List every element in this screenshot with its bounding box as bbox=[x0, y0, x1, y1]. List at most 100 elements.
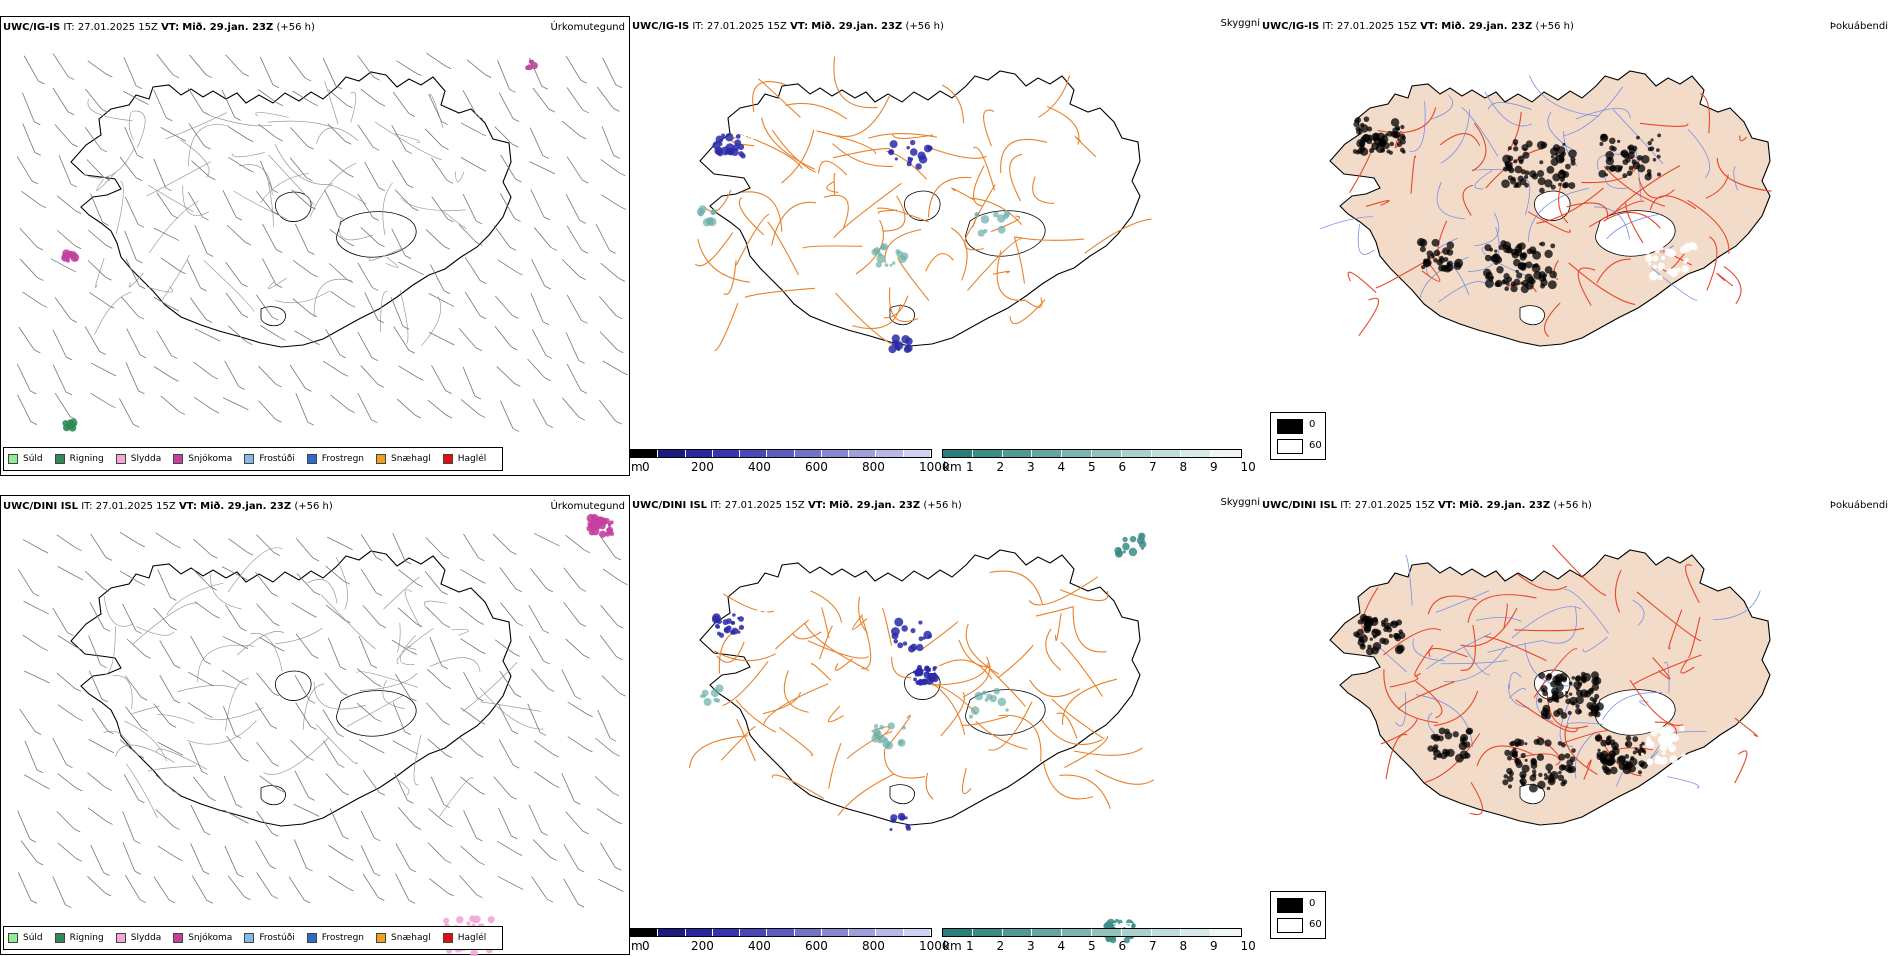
wind-barb-flag bbox=[271, 895, 279, 899]
wind-barb bbox=[324, 672, 342, 693]
wind-barb bbox=[391, 639, 411, 652]
wind-barb-flag bbox=[476, 242, 483, 246]
field-cell bbox=[1605, 156, 1614, 166]
wind-barb-flag bbox=[41, 549, 49, 554]
wind-barb bbox=[54, 392, 71, 417]
field-cell bbox=[1494, 249, 1498, 253]
wind-barb-flag bbox=[447, 892, 454, 897]
field-cell bbox=[1129, 535, 1137, 543]
wind-barb-flag bbox=[515, 588, 522, 593]
it-label: IT: bbox=[1340, 500, 1352, 511]
wind-barb bbox=[155, 774, 174, 792]
field-cell bbox=[1566, 766, 1574, 774]
wind-barb bbox=[497, 60, 510, 90]
panel-title: Skyggni bbox=[1220, 497, 1260, 508]
wind-barb bbox=[291, 189, 310, 207]
road-line bbox=[1427, 595, 1477, 615]
wind-barb bbox=[561, 259, 580, 277]
wind-barb-flag bbox=[448, 341, 455, 346]
colorbar-bin bbox=[849, 929, 877, 936]
field-cell bbox=[711, 615, 720, 624]
it-label: IT: bbox=[81, 501, 93, 512]
wind-barb bbox=[19, 227, 38, 248]
wind-barb bbox=[595, 223, 610, 251]
wind-barb-flag bbox=[574, 695, 582, 700]
wind-barb-flag bbox=[615, 84, 622, 89]
road-line bbox=[1700, 93, 1711, 134]
model-name: UWC/IG-IS bbox=[1262, 21, 1320, 32]
colorbar-bin bbox=[972, 450, 1003, 457]
field-cell bbox=[737, 630, 741, 634]
wind-barb-flag bbox=[206, 714, 213, 719]
road-line bbox=[771, 129, 816, 173]
colorbar-tick: 4 bbox=[1057, 460, 1066, 474]
road-line bbox=[95, 258, 105, 288]
field-cell bbox=[1558, 770, 1562, 775]
field-cell bbox=[70, 253, 80, 262]
wind-barb-flag bbox=[310, 613, 317, 618]
panel-header: UWC/DINI ISL IT: 27.01.2025 15Z VT: Mið.… bbox=[1262, 500, 1592, 511]
road-line bbox=[990, 215, 1021, 233]
wind-barb bbox=[22, 539, 43, 551]
road-line bbox=[1629, 679, 1684, 726]
wind-barb-flag bbox=[33, 592, 40, 597]
road-line bbox=[1508, 688, 1527, 699]
road-line bbox=[1041, 719, 1103, 746]
road-line bbox=[925, 253, 954, 272]
fog-legend-bottom: 60 bbox=[1309, 919, 1322, 930]
wind-barb-flag bbox=[516, 852, 523, 856]
wind-barb bbox=[291, 602, 311, 615]
road-line bbox=[267, 182, 274, 228]
field-cell bbox=[1652, 264, 1658, 269]
wind-barb-flag bbox=[371, 419, 378, 424]
wind-barb bbox=[160, 127, 181, 139]
wind-barb-flag bbox=[618, 277, 625, 282]
field-cell bbox=[1598, 170, 1607, 178]
field-cell bbox=[1666, 268, 1673, 275]
field-cell bbox=[1355, 126, 1360, 131]
wind-barb bbox=[426, 52, 446, 67]
field-cell bbox=[1664, 248, 1673, 257]
wind-barb-flag bbox=[372, 217, 379, 221]
wind-barb-flag bbox=[74, 245, 82, 250]
road-line bbox=[268, 277, 287, 289]
field-cell bbox=[909, 139, 916, 146]
wind-barb-flag bbox=[209, 797, 216, 802]
wind-barb-flag bbox=[169, 724, 177, 728]
colorbar-bin bbox=[1211, 450, 1241, 457]
wind-barb bbox=[460, 157, 481, 169]
colorbar-tick: 8 bbox=[1179, 460, 1188, 474]
field-cell bbox=[880, 243, 889, 251]
vt-label: VT: bbox=[807, 500, 826, 511]
road-line bbox=[1484, 91, 1533, 127]
wind-barb bbox=[462, 366, 476, 397]
colorbar-tick: 7 bbox=[1149, 460, 1157, 474]
road-line bbox=[1603, 165, 1666, 207]
road-line bbox=[166, 582, 224, 615]
colorbar-bin bbox=[740, 929, 768, 936]
wind-barb-flag bbox=[408, 349, 416, 354]
wind-barb bbox=[566, 87, 584, 111]
wind-barb bbox=[460, 707, 480, 722]
road-line bbox=[827, 705, 844, 723]
wind-barb-flag bbox=[304, 899, 311, 904]
field-cell bbox=[1513, 146, 1519, 152]
road-line bbox=[131, 705, 160, 715]
wind-barb-flag bbox=[338, 764, 345, 768]
road-line bbox=[1431, 94, 1453, 120]
wind-barb bbox=[601, 675, 620, 694]
wind-barb bbox=[393, 326, 410, 351]
field-cell bbox=[1575, 675, 1582, 682]
wind-barb bbox=[153, 296, 174, 309]
wind-barb bbox=[24, 740, 38, 770]
wind-barb bbox=[566, 225, 583, 251]
road-line bbox=[1358, 297, 1380, 337]
wind-barb-flag bbox=[37, 277, 44, 281]
wind-barb bbox=[530, 293, 544, 322]
field-cell bbox=[1582, 672, 1591, 682]
wind-barb bbox=[123, 90, 143, 102]
legend-swatch bbox=[306, 933, 317, 943]
wind-barb-flag bbox=[476, 220, 483, 225]
wind-barb bbox=[565, 55, 582, 81]
wind-barb bbox=[85, 570, 104, 589]
